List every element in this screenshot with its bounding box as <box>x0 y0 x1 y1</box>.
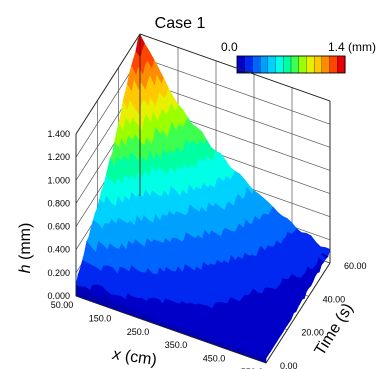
axes-edge <box>139 33 331 102</box>
colorbar-cell <box>252 55 261 74</box>
x-tick-label: 150.0 <box>89 313 112 323</box>
z-tick-label: 1.000 <box>47 175 70 185</box>
z-tick-label: 1.200 <box>47 152 70 162</box>
x-tick-label: 250.0 <box>127 327 150 337</box>
colorbar-max-label: 1.4 (mm) <box>328 40 376 54</box>
colorbar-cell <box>306 55 315 74</box>
x-tick-label: 550.0 <box>241 367 264 369</box>
x-tick-label: 350.0 <box>165 340 188 350</box>
colorbar-cell <box>290 55 300 74</box>
colorbar-cell <box>259 55 269 74</box>
colorbar-cell <box>267 55 277 74</box>
x-axis-ticks: 50.00 150.0 250.0 350.0 450.0 550.0 <box>51 300 264 369</box>
colorbar: 0.0 1.4 (mm) <box>221 40 376 74</box>
colorbar-cell <box>283 55 292 74</box>
grid-line-side-z <box>139 56 331 125</box>
z-axis-label: h (mm) <box>17 223 34 274</box>
z-tick-label: 0.000 <box>47 291 70 301</box>
time-tick-label: 20.00 <box>301 328 324 338</box>
time-tick-label: 40.00 <box>323 294 346 304</box>
colorbar-cell <box>337 55 346 74</box>
colorbar-cell <box>313 55 323 74</box>
x-tick-label: 50.00 <box>51 300 74 310</box>
axes-edge <box>75 33 141 135</box>
colorbar-min-label: 0.0 <box>221 40 238 54</box>
chart-title: Case 1 <box>155 15 206 32</box>
axes-edge <box>265 262 331 364</box>
colorbar-cell <box>275 55 284 74</box>
colorbar-cell <box>244 55 253 74</box>
axes-edge <box>75 295 267 364</box>
time-tick-label: 0.00 <box>280 361 298 369</box>
time-axis-ticks: 0.00 20.00 40.00 60.00 <box>280 261 367 369</box>
axes-frame <box>75 33 331 364</box>
colorbar-cell <box>298 55 307 74</box>
grid-line-side-z <box>139 79 331 148</box>
z-tick-label: 0.800 <box>47 198 70 208</box>
z-tick-label: 0.600 <box>47 222 70 232</box>
z-tick-label: 0.200 <box>47 268 70 278</box>
z-tick-label: 1.400 <box>47 129 70 139</box>
z-tick-label: 0.400 <box>47 245 70 255</box>
colorbar-cell <box>321 55 331 74</box>
surface <box>75 33 331 364</box>
time-tick-label: 60.00 <box>344 261 367 271</box>
x-axis-label: x (cm) <box>110 346 157 369</box>
x-tick-label: 450.0 <box>203 354 226 364</box>
z-axis-ticks: 0.000 0.200 0.400 0.600 0.800 1.000 1.200 1.400 <box>47 129 70 301</box>
colorbar-cell <box>329 55 338 74</box>
